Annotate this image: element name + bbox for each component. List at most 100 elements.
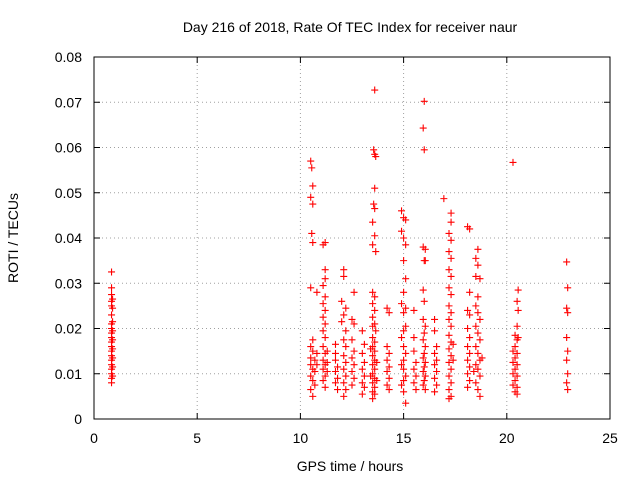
data-point — [464, 343, 472, 351]
data-point — [319, 356, 327, 364]
data-point — [509, 358, 517, 366]
data-point — [109, 345, 117, 353]
data-point — [445, 284, 453, 292]
data-point — [371, 205, 379, 213]
data-point — [342, 372, 350, 380]
data-point — [311, 367, 319, 375]
data-point — [358, 365, 366, 373]
data-point — [513, 322, 521, 330]
x-tick-label: 10 — [293, 430, 309, 446]
data-point — [564, 347, 572, 355]
data-point — [311, 356, 319, 364]
data-point — [410, 306, 418, 314]
data-point — [348, 381, 356, 389]
data-point — [419, 315, 427, 323]
data-point — [321, 239, 329, 247]
data-point — [410, 334, 418, 342]
y-tick-label: 0.07 — [55, 94, 82, 110]
data-point — [433, 381, 441, 389]
data-point — [373, 377, 381, 385]
data-point — [307, 343, 315, 351]
data-point — [307, 372, 315, 380]
data-point — [331, 356, 339, 364]
data-point — [358, 390, 366, 398]
data-point — [514, 334, 522, 342]
data-point — [464, 370, 472, 378]
data-point — [472, 302, 480, 310]
data-point — [340, 352, 348, 360]
data-point — [419, 336, 427, 344]
data-point — [513, 372, 521, 380]
data-point — [321, 293, 329, 301]
data-point — [511, 377, 519, 385]
data-point — [400, 365, 408, 373]
data-point — [108, 291, 116, 299]
data-point — [402, 349, 410, 357]
data-point — [431, 349, 439, 357]
y-axis-label: ROTI / TECUs — [5, 193, 21, 283]
data-point — [509, 370, 517, 378]
data-point — [464, 383, 472, 391]
data-point — [321, 320, 329, 328]
data-point — [563, 379, 571, 387]
y-tick-label: 0.05 — [55, 185, 82, 201]
data-point — [371, 390, 379, 398]
data-point — [400, 309, 408, 317]
data-point — [513, 383, 521, 391]
data-point — [321, 306, 329, 314]
data-point — [383, 304, 391, 312]
data-point — [109, 304, 117, 312]
data-point — [466, 377, 474, 385]
data-point — [431, 388, 439, 396]
data-point — [360, 383, 368, 391]
data-point — [360, 340, 368, 348]
data-point — [108, 268, 116, 276]
data-point — [369, 322, 377, 330]
data-point — [369, 313, 377, 321]
x-tick-label: 0 — [90, 430, 98, 446]
y-tick-label: 0.04 — [55, 230, 82, 246]
data-point — [323, 347, 331, 355]
data-point — [400, 327, 408, 335]
data-point — [513, 349, 521, 357]
data-point — [447, 236, 455, 244]
data-point — [309, 392, 317, 400]
data-point — [367, 372, 375, 380]
data-point — [421, 322, 429, 330]
data-point — [348, 354, 356, 362]
data-point — [400, 343, 408, 351]
data-point — [447, 309, 455, 317]
data-point — [398, 334, 406, 342]
data-point — [474, 261, 482, 269]
data-point — [358, 327, 366, 335]
data-point — [321, 383, 329, 391]
data-point — [307, 284, 315, 292]
data-point — [108, 311, 116, 319]
data-point — [431, 315, 439, 323]
data-point — [331, 349, 339, 357]
data-point — [431, 327, 439, 335]
data-point — [447, 254, 455, 262]
data-point — [342, 327, 350, 335]
data-point — [466, 225, 474, 233]
data-point — [476, 315, 484, 323]
data-point — [447, 322, 455, 330]
data-point — [371, 347, 379, 355]
data-point — [445, 372, 453, 380]
data-point — [321, 266, 329, 274]
data-point — [109, 336, 117, 344]
data-point — [474, 293, 482, 301]
x-tick-label: 5 — [193, 430, 201, 446]
axis-ticks — [93, 56, 611, 420]
data-point — [513, 297, 521, 305]
data-point — [309, 182, 317, 190]
data-point — [564, 370, 572, 378]
data-point — [108, 284, 116, 292]
data-point — [319, 282, 327, 290]
data-point — [472, 379, 480, 387]
data-point — [449, 356, 457, 364]
data-point — [420, 146, 428, 154]
data-point — [412, 372, 420, 380]
chart-title: Day 216 of 2018, Rate Of TEC Index for r… — [183, 19, 518, 35]
